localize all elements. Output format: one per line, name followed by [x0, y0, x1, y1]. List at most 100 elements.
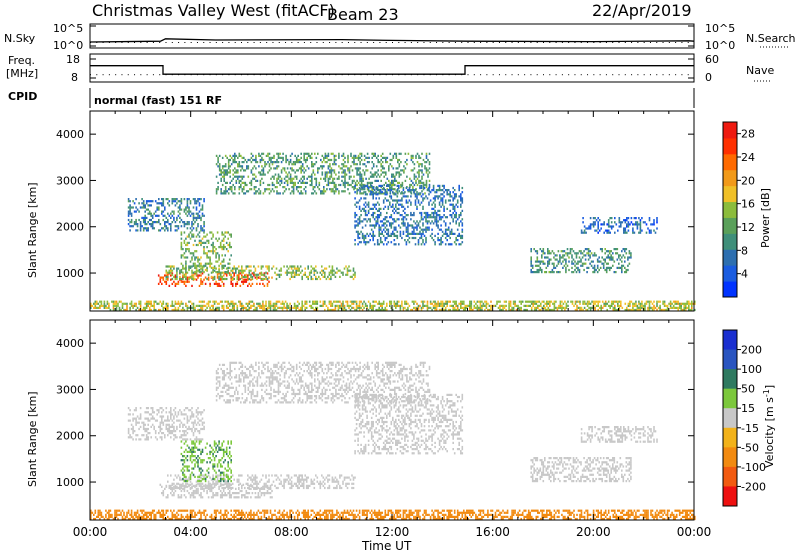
- heatmap-cell: [437, 304, 439, 307]
- heatmap-cell: [171, 273, 174, 276]
- heatmap-cell: [192, 275, 195, 278]
- nave-point: [555, 74, 557, 76]
- heatmap-cell: [447, 189, 450, 192]
- heatmap-cell: [398, 203, 400, 206]
- heatmap-cell: [212, 486, 214, 490]
- heatmap-cell: [298, 273, 300, 276]
- heatmap-cell: [303, 156, 305, 159]
- heatmap-cell: [425, 220, 427, 223]
- heatmap-cell: [394, 177, 396, 180]
- heatmap-cell: [425, 226, 427, 229]
- frequency-panel: 18 8 60 0: [66, 53, 719, 84]
- heatmap-cell: [395, 173, 398, 176]
- heatmap-cell: [283, 190, 286, 193]
- heatmap-cell: [186, 210, 189, 213]
- heatmap-cell: [215, 280, 217, 283]
- heatmap-cell: [543, 306, 545, 309]
- heatmap-cell: [400, 192, 402, 195]
- heatmap-cell: [222, 494, 225, 497]
- heatmap-cell: [174, 486, 177, 490]
- heatmap-cell: [290, 267, 293, 270]
- heatmap-cell: [413, 230, 415, 233]
- heatmap-cell: [192, 262, 195, 265]
- heatmap-cell: [360, 188, 363, 191]
- heatmap-cell: [200, 487, 202, 490]
- heatmap-cell: [466, 306, 468, 309]
- heatmap-cell: [174, 284, 177, 287]
- colorbar-swatch: [723, 217, 737, 234]
- heatmap-cell: [656, 300, 658, 303]
- nave-point: [329, 74, 331, 76]
- heatmap-cell: [651, 302, 654, 305]
- heatmap-cell: [231, 304, 234, 307]
- heatmap-cell: [577, 306, 580, 309]
- heatmap-cell: [415, 181, 417, 184]
- heatmap-cell: [625, 268, 628, 272]
- heatmap-cell: [434, 209, 436, 212]
- heatmap-cell: [183, 308, 186, 312]
- heatmap-cell: [209, 484, 211, 487]
- heatmap-cell: [212, 246, 214, 249]
- heatmap-cell: [218, 275, 220, 278]
- heatmap-cell: [381, 156, 384, 159]
- heatmap-cell: [204, 483, 207, 486]
- nave-point: [624, 74, 626, 76]
- heatmap-cell: [310, 275, 313, 278]
- heatmap-cell: [338, 156, 340, 159]
- heatmap-cell: [359, 179, 361, 182]
- heatmap-cell: [307, 267, 309, 270]
- heatmap-cell: [244, 306, 246, 309]
- heatmap-cell: [174, 282, 177, 285]
- heatmap-cell: [291, 169, 293, 172]
- heatmap-cell: [636, 221, 639, 224]
- heatmap-cell: [293, 306, 296, 309]
- heatmap-cell: [164, 487, 166, 490]
- heatmap-cell: [626, 308, 628, 312]
- heatmap-cell: [340, 302, 343, 305]
- heatmap-cell: [361, 308, 364, 312]
- heatmap-cell: [194, 266, 196, 269]
- heatmap-cell: [179, 269, 181, 272]
- heatmap-cell: [441, 197, 444, 200]
- heatmap-cell: [200, 198, 202, 201]
- heatmap-cell: [270, 156, 272, 159]
- heatmap-cell: [161, 492, 163, 495]
- heatmap-cell: [541, 268, 543, 272]
- heatmap-cell: [440, 205, 442, 208]
- heatmap-cell: [227, 266, 229, 269]
- heatmap-cell: [635, 304, 637, 307]
- heatmap-cell: [435, 224, 438, 227]
- heatmap-cell: [612, 264, 614, 267]
- heatmap-cell: [201, 300, 204, 303]
- heatmap-cell: [428, 161, 431, 164]
- heatmap-cell: [554, 254, 557, 257]
- heatmap-cell: [228, 246, 231, 249]
- heatmap-cell: [212, 476, 214, 479]
- heatmap-cell: [221, 254, 223, 257]
- heatmap-cell: [408, 304, 411, 307]
- heatmap-cell: [235, 492, 237, 495]
- heatmap-cell: [335, 188, 337, 191]
- heatmap-cell: [218, 258, 220, 261]
- heatmap-cell: [396, 236, 399, 240]
- heatmap-cell: [425, 304, 427, 307]
- heatmap-cell: [221, 156, 224, 159]
- heatmap-cell: [407, 306, 409, 309]
- heatmap-cell: [413, 302, 415, 305]
- heatmap-cell: [275, 302, 278, 305]
- heatmap-cell: [684, 302, 687, 305]
- heatmap-cell: [224, 235, 226, 238]
- heatmap-cell: [607, 256, 609, 259]
- heatmap-cell: [553, 306, 556, 309]
- heatmap-cell: [139, 300, 142, 303]
- heatmap-cell: [392, 156, 395, 159]
- heatmap-cell: [133, 202, 136, 205]
- heatmap-cell: [203, 484, 205, 487]
- heatmap-cell: [405, 186, 408, 190]
- heatmap-cell: [589, 250, 591, 253]
- heatmap-cell: [423, 228, 426, 231]
- heatmap-cell: [390, 216, 393, 219]
- heatmap-cell: [218, 284, 220, 287]
- heatmap-cell: [671, 302, 673, 305]
- heatmap-cell: [518, 300, 521, 303]
